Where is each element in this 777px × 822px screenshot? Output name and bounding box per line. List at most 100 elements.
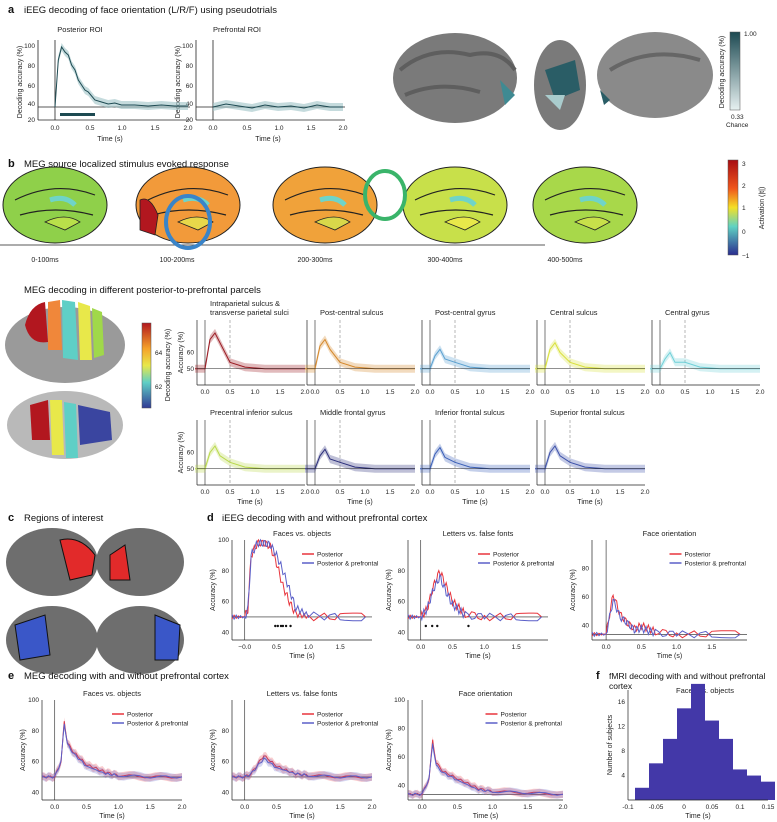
svg-text:0.5: 0.5: [242, 125, 251, 132]
svg-text:Accuracy (%): Accuracy (%): [210, 569, 217, 611]
a1-ci: [55, 43, 188, 111]
svg-text:-0.1: -0.1: [622, 804, 634, 811]
svg-text:-0.05: -0.05: [649, 804, 664, 811]
legend-label: Posterior: [493, 552, 520, 559]
svg-text:80: 80: [582, 566, 590, 573]
ci: [535, 441, 645, 473]
svg-text:Time (s): Time (s): [462, 499, 487, 506]
parcel-plots: Intraparietal sulcus & transverse parieta…: [178, 299, 765, 506]
svg-text:80: 80: [398, 568, 406, 575]
svg-text:−0.0: −0.0: [238, 644, 251, 651]
sig-dot: [430, 624, 434, 628]
ci: [420, 443, 530, 473]
svg-text:Time (s): Time (s): [289, 653, 314, 660]
svg-text:1.0: 1.0: [705, 389, 714, 396]
svg-text:16: 16: [618, 699, 626, 706]
a2-line: [212, 103, 343, 109]
svg-text:80: 80: [186, 63, 194, 70]
hist-bar: [677, 708, 691, 800]
plot-d1: Faces vs. objects 100 80 60 40 −0.0 0.5 1.0 1.5 T…: [210, 529, 379, 660]
svg-text:Accuracy (%): Accuracy (%): [570, 569, 577, 611]
svg-text:60: 60: [187, 350, 195, 357]
ci: [535, 338, 645, 373]
svg-text:40: 40: [222, 789, 230, 796]
svg-text:1.5: 1.5: [385, 489, 394, 496]
hist-bar: [733, 769, 747, 800]
svg-text:0.5: 0.5: [225, 389, 234, 396]
a2-axes: Prefrontal ROI 100 80 60 40 20 0.0 0.5 1…: [175, 25, 348, 143]
svg-text:0.0: 0.0: [50, 125, 59, 132]
svg-text:2.0: 2.0: [300, 489, 309, 496]
svg-text:Time (s): Time (s): [347, 499, 372, 506]
plot-title: Letters vs. false fonts: [443, 529, 514, 538]
svg-text:1.0: 1.0: [250, 389, 259, 396]
legend-label: Posterior: [501, 712, 528, 719]
svg-text:0.0: 0.0: [416, 644, 425, 651]
svg-text:0.1: 0.1: [735, 804, 744, 811]
parcel-title: Precentral inferior sulcus: [210, 408, 293, 417]
svg-text:2.0: 2.0: [410, 389, 419, 396]
svg-text:100: 100: [182, 43, 193, 50]
svg-text:4: 4: [621, 773, 625, 780]
svg-text:40: 40: [582, 623, 590, 630]
tw-2: 200-300ms: [297, 257, 333, 264]
svg-text:1.0: 1.0: [488, 804, 497, 811]
svg-text:1.0: 1.0: [274, 125, 283, 132]
svg-text:0.5: 0.5: [453, 804, 462, 811]
svg-text:Time (s): Time (s): [657, 653, 682, 660]
ci: [42, 720, 182, 782]
svg-text:Accuracy (%): Accuracy (%): [386, 729, 393, 771]
svg-text:1.0: 1.0: [360, 489, 369, 496]
parcel-plot-1-3: Central sulcus 0.0 0.5 1.0 1.5 2.0: [535, 308, 650, 396]
svg-text:0.0: 0.0: [200, 489, 209, 496]
legend-label: Posterior: [685, 552, 712, 559]
plot-title: Face orientation: [459, 689, 513, 698]
svg-text:0.15: 0.15: [762, 804, 775, 811]
svg-text:60: 60: [398, 754, 406, 761]
svg-text:1.5: 1.5: [336, 644, 345, 651]
legend-label: Posterior: [317, 552, 344, 559]
svg-text:0.5: 0.5: [272, 804, 281, 811]
tw-4: 400-500ms: [547, 257, 583, 264]
parcel-plot-1-1: Post-central sulcus 0.0 0.5 1.0 1.5 2.0: [305, 308, 420, 396]
series-Posterior & prefrontal: [41, 723, 183, 779]
legend-label: Posterior & prefrontal: [501, 721, 563, 728]
svg-text:Time (s): Time (s): [473, 813, 498, 820]
a2-series: [212, 100, 343, 112]
svg-text:2.0: 2.0: [640, 489, 649, 496]
sig-dot: [424, 624, 428, 628]
sig-dot: [274, 624, 277, 628]
legend-label: Posterior: [317, 712, 344, 719]
svg-text:1.0: 1.0: [250, 489, 259, 496]
sig-dot: [467, 624, 470, 628]
svg-text:100: 100: [218, 537, 229, 544]
panel-e-title: MEG decoding with and without prefrontal…: [24, 671, 229, 682]
svg-text:0.5: 0.5: [335, 389, 344, 396]
svg-text:60: 60: [398, 599, 406, 606]
svg-text:0.0: 0.0: [200, 389, 209, 396]
plot-title: Faces vs. objects: [273, 529, 331, 538]
svg-text:1.5: 1.5: [707, 644, 716, 651]
a2-ci: [213, 100, 343, 112]
svg-text:Time (s): Time (s): [97, 136, 122, 143]
hist-bar: [719, 738, 733, 800]
svg-text:Chance: Chance: [726, 122, 749, 129]
sig-dot: [276, 624, 280, 628]
series-Posterior & prefrontal: [407, 572, 542, 622]
panel-label-d: d: [207, 512, 214, 524]
plot-e3: Face orientation 100 80 60 40 0.0 0.5 1.0 1.5 2.0…: [386, 689, 568, 820]
colorbar-b: [727, 159, 739, 256]
parcel-plot-1-4: Central gyrus 0.0 0.5 1.0 1.5 2.0: [650, 308, 765, 396]
svg-text:0: 0: [742, 229, 746, 236]
ci: [195, 328, 305, 373]
svg-text:Time (s): Time (s): [289, 813, 314, 820]
parcel-title: Intraparietal sulcus & transverse parieta…: [210, 299, 289, 317]
a2-title: Prefrontal ROI: [213, 25, 261, 34]
colorbar-parcels: [141, 322, 152, 409]
panel-f-title: fMRI decoding with and without prefronta…: [609, 671, 766, 691]
hist-bar: [691, 683, 705, 800]
parcel-brain-medial: [7, 391, 123, 459]
svg-text:100: 100: [24, 43, 35, 50]
legend-label: Posterior & prefrontal: [317, 721, 379, 728]
svg-text:1.0: 1.0: [304, 804, 313, 811]
